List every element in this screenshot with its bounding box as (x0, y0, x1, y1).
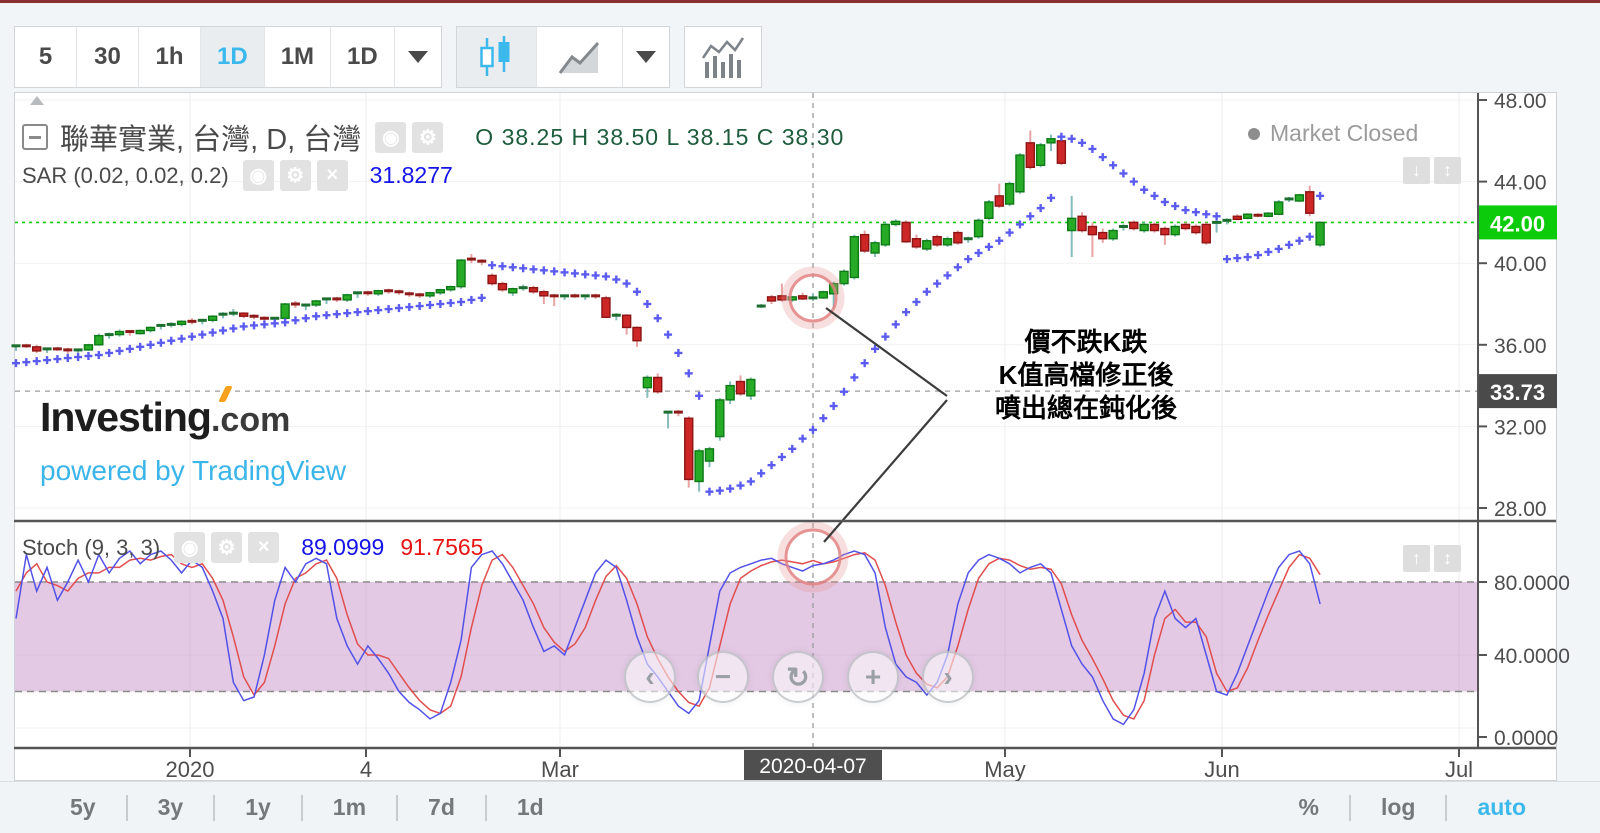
svg-text:0.0000: 0.0000 (1494, 727, 1558, 750)
interval-group: 5 30 1h 1D 1M 1D (14, 26, 442, 88)
stoch-scale-maximize-button[interactable]: ↕ (1434, 545, 1461, 572)
candlestick-chart-button[interactable] (456, 27, 537, 87)
chevron-down-icon (635, 51, 656, 63)
indicators-icon (701, 37, 744, 78)
svg-text:May: May (984, 757, 1026, 782)
svg-text:33.73: 33.73 (1490, 380, 1545, 405)
panel-collapse-icon[interactable] (30, 96, 44, 105)
svg-text:4: 4 (360, 757, 372, 782)
interval-30[interactable]: 30 (77, 27, 139, 87)
scale-log[interactable]: log (1380, 794, 1416, 820)
range-group: 5y 3y 1y 1m 7d 1d (40, 794, 574, 821)
close-icon[interactable]: × (316, 160, 348, 191)
annotation-line-2: K值高檔修正後 (998, 360, 1174, 390)
stoch-k-value: 89.0999 (301, 534, 385, 560)
range-1d[interactable]: 1d (516, 794, 544, 820)
scale-down-button[interactable]: ↓ (1403, 157, 1430, 184)
zoom-in-button[interactable]: + (847, 651, 899, 703)
interval-1d-selected[interactable]: 1D (201, 27, 265, 87)
gear-icon[interactable]: ⚙ (211, 532, 243, 563)
candlestick-chart-icon (480, 36, 510, 76)
market-status-label: Market Closed (1270, 120, 1419, 146)
chart-type-dropdown-button[interactable] (622, 27, 669, 87)
watermark-logo: Investing .com powered by TradingView (40, 386, 347, 487)
sar-label: SAR (0.02, 0.02, 0.2) (22, 162, 229, 188)
svg-text:Mar: Mar (541, 757, 579, 782)
top-crop-line (0, 0, 1600, 3)
gear-icon[interactable]: ⚙ (279, 160, 311, 191)
interval-1h[interactable]: 1h (139, 27, 201, 87)
line-chart-button[interactable] (536, 27, 623, 87)
stoch-d-value: 91.7565 (400, 534, 484, 560)
sar-indicator-row: SAR (0.02, 0.02, 0.2) ◉ ⚙ × 31.8277 (22, 160, 453, 191)
symbol-header: 聯華實業, 台灣, D, 台灣 ◉ ⚙ O 38.25 H 38.50 L 38… (22, 116, 844, 158)
svg-text:Jun: Jun (1204, 757, 1239, 782)
powered-by-label: powered by TradingView (40, 455, 347, 486)
range-1m[interactable]: 1m (332, 794, 367, 820)
eye-icon[interactable]: ◉ (375, 121, 407, 153)
svg-text:80.0000: 80.0000 (1494, 572, 1570, 595)
chart-type-group (455, 26, 670, 88)
status-dot-icon (1248, 127, 1260, 140)
ohlc-values: O 38.25 H 38.50 L 38.15 C 38.30 (475, 123, 845, 150)
investing-logo: Investing (40, 386, 233, 441)
pan-right-button[interactable]: › (922, 651, 974, 703)
range-1y[interactable]: 1y (245, 794, 271, 820)
market-status: Market Closed (1248, 120, 1418, 147)
range-3y[interactable]: 3y (157, 794, 184, 820)
scale-maximize-button[interactable]: ↕ (1434, 157, 1461, 184)
arrow-updown-icon: ↕ (1443, 548, 1452, 568)
stoch-indicator-row: Stoch (9, 3, 3) ◉ ⚙ × 89.0999 91.7565 (22, 532, 483, 563)
svg-text:44.00: 44.00 (1494, 172, 1547, 195)
zoom-out-button[interactable]: − (697, 651, 749, 703)
pan-left-button[interactable]: ‹ (624, 651, 676, 703)
sar-value: 31.8277 (369, 162, 453, 188)
svg-text:2020: 2020 (166, 757, 215, 782)
interval-1d[interactable]: 1D (331, 27, 395, 87)
reset-view-button[interactable]: ↻ (772, 651, 824, 703)
svg-text:48.00: 48.00 (1494, 90, 1547, 113)
arrow-updown-icon: ↕ (1443, 160, 1452, 180)
interval-5[interactable]: 5 (15, 27, 77, 87)
svg-text:32.00: 32.00 (1494, 416, 1547, 439)
interval-dropdown-button[interactable] (394, 27, 441, 87)
svg-text:28.00: 28.00 (1494, 498, 1547, 521)
scale-auto-selected[interactable]: auto (1477, 794, 1526, 820)
bottom-toolbar: 5y 3y 1y 1m 7d 1d % log auto (0, 781, 1600, 833)
stoch-label: Stoch (9, 3, 3) (22, 534, 161, 560)
indicators-group (683, 26, 762, 88)
gear-icon[interactable]: ⚙ (412, 121, 444, 153)
line-chart-icon (559, 41, 600, 74)
logo-tld: .com (210, 401, 291, 439)
symbol-title: 聯華實業, 台灣, D, 台灣 (60, 124, 362, 156)
scale-mode-group: % log auto (1268, 794, 1556, 821)
arrow-down-icon: ↓ (1412, 160, 1421, 180)
annotation-line-3: 噴出總在鈍化後 (994, 393, 1177, 423)
collapse-legend-icon[interactable] (22, 124, 48, 150)
eye-icon[interactable]: ◉ (242, 160, 274, 191)
interval-1m[interactable]: 1M (264, 27, 332, 87)
chevron-down-icon (407, 51, 428, 63)
top-toolbar: 5 30 1h 1D 1M 1D (14, 26, 776, 88)
svg-text:40.0000: 40.0000 (1494, 645, 1570, 668)
close-icon[interactable]: × (248, 532, 280, 563)
annotation-text: 價不跌K跌 K值高檔修正後 噴出總在鈍化後 (938, 326, 1234, 425)
svg-text:42.00: 42.00 (1490, 211, 1545, 236)
annotation-line-1: 價不跌K跌 (1024, 327, 1148, 357)
range-5y[interactable]: 5y (70, 794, 96, 820)
stoch-scale-up-button[interactable]: ↑ (1403, 545, 1430, 572)
scale-percent[interactable]: % (1298, 794, 1319, 820)
svg-text:2020-04-07: 2020-04-07 (759, 755, 866, 778)
indicators-button[interactable] (684, 27, 761, 87)
eye-icon[interactable]: ◉ (174, 532, 206, 563)
svg-text:Jul: Jul (1445, 757, 1473, 782)
svg-text:36.00: 36.00 (1494, 335, 1547, 358)
arrow-up-icon: ↑ (1412, 548, 1421, 568)
svg-text:40.00: 40.00 (1494, 253, 1547, 276)
range-7d[interactable]: 7d (428, 794, 455, 820)
